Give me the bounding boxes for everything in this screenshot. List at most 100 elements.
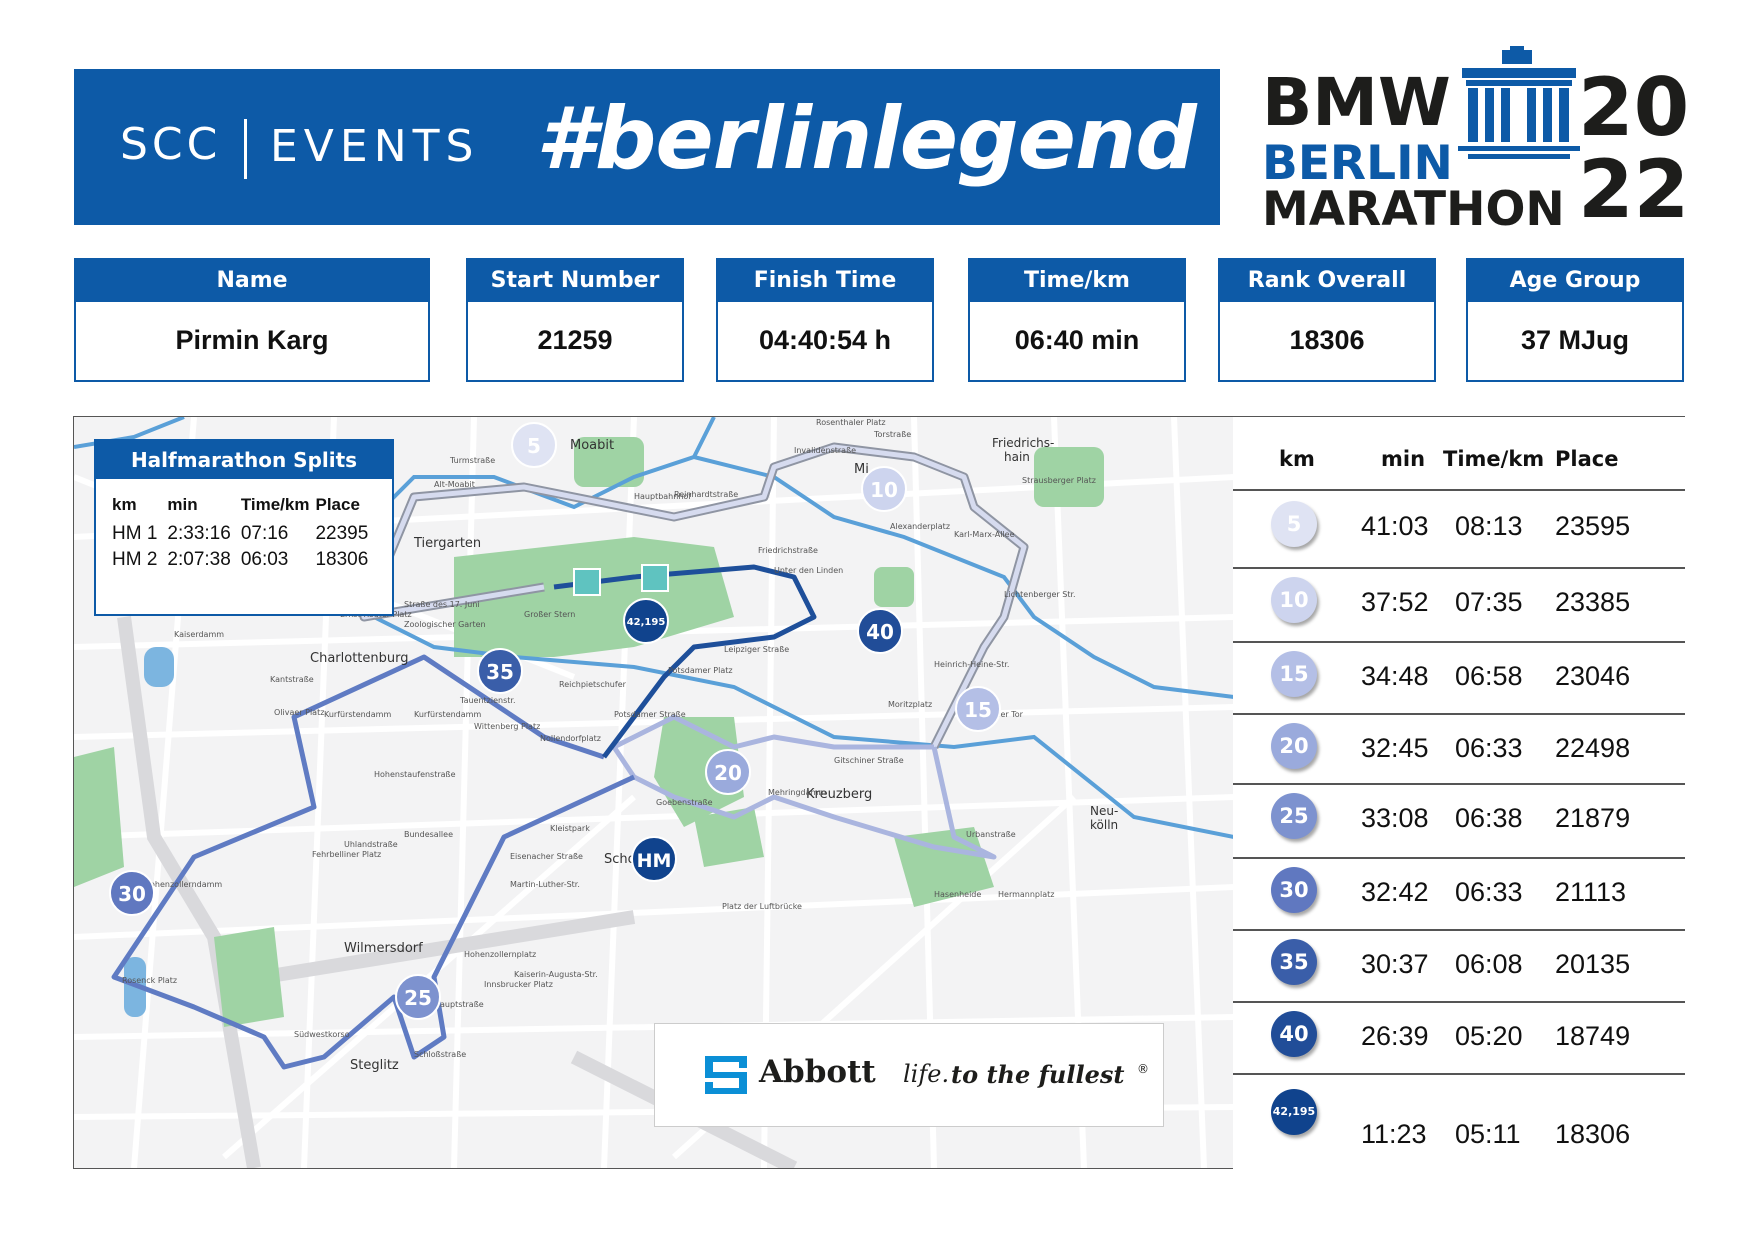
street-label: Wittenberg Platz bbox=[474, 722, 540, 731]
start-icon bbox=[573, 568, 601, 596]
street-label: Eisenacher Straße bbox=[510, 852, 583, 861]
table-row: 10 37:52 07:35 23385 bbox=[1233, 567, 1685, 643]
sponsor-banner: Abbott life. to the fullest ® bbox=[654, 1023, 1164, 1127]
splits-header: km min Time/km Place bbox=[1233, 417, 1685, 491]
street-label: Goebenstraße bbox=[656, 798, 713, 807]
street-label: Moritzplatz bbox=[888, 700, 932, 709]
pace-label: Time/km bbox=[970, 260, 1184, 302]
street-label: Torstraße bbox=[873, 430, 911, 439]
km-markers: 5 10 15 20 25 30 35 40 42,195 HM bbox=[109, 422, 1001, 1020]
split-place: 21879 bbox=[1555, 803, 1631, 833]
rank-overall-label: Rank Overall bbox=[1220, 260, 1434, 302]
label-kreuzberg: Kreuzberg bbox=[806, 787, 872, 802]
marker-10: 10 bbox=[861, 466, 907, 512]
hm-km: HM 2 bbox=[112, 549, 158, 570]
street-label: Lichtenberger Str. bbox=[1004, 590, 1076, 599]
split-pace: 06:33 bbox=[1455, 877, 1523, 907]
street-label: Südwestkorso bbox=[294, 1030, 350, 1039]
label-mitte: Mi bbox=[854, 462, 869, 477]
splits-col-km: km bbox=[1279, 447, 1315, 471]
marker-40-label: 40 bbox=[866, 620, 894, 644]
street-label: Tauentzienstr. bbox=[459, 696, 515, 705]
table-row: HM 1 2:33:16 07:16 22395 bbox=[112, 521, 378, 547]
logo-year-bottom: 22 bbox=[1578, 143, 1690, 236]
split-pace: 07:35 bbox=[1455, 587, 1523, 617]
marker-5-label: 5 bbox=[527, 434, 541, 458]
hm-col-km: km bbox=[112, 495, 137, 514]
table-row: 20 32:45 06:33 22498 bbox=[1233, 713, 1685, 785]
route-north bbox=[361, 444, 1027, 749]
split-min: 37:52 bbox=[1361, 587, 1429, 617]
hm-place: 22395 bbox=[315, 523, 369, 544]
pace-value: 06:40 min bbox=[1014, 325, 1140, 355]
logo-divider bbox=[244, 119, 247, 179]
split-km-badge: 30 bbox=[1271, 867, 1317, 913]
finish-time-box: Finish Time 04:40:54 h bbox=[716, 258, 934, 382]
halfmarathon-table: km min Time/km Place HM 1 2:33:16 07:16 … bbox=[112, 491, 378, 573]
street-label: Kurfürstendamm bbox=[324, 710, 391, 719]
map-labels: Moabit Tiergarten Charlottenburg Wilmers… bbox=[310, 436, 1118, 1073]
table-row: 30 32:42 06:33 21113 bbox=[1233, 857, 1685, 931]
street-label: Hauptstraße bbox=[434, 1000, 484, 1009]
label-moabit: Moabit bbox=[570, 438, 614, 453]
table-row: 5 41:03 08:13 23595 bbox=[1233, 491, 1685, 569]
street-label: Kaiserin-Augusta-Str. bbox=[514, 970, 598, 979]
events-logo-text: EVENTS bbox=[270, 121, 480, 172]
start-number-value: 21259 bbox=[537, 325, 613, 355]
age-group-value: 37 MJug bbox=[1520, 325, 1630, 355]
street-label: Rosenthaler Platz bbox=[816, 418, 886, 427]
hm-col-pace: Time/km bbox=[240, 495, 310, 514]
label-neukoelln-1: Neu- bbox=[1090, 804, 1118, 818]
split-km-badge: 10 bbox=[1271, 577, 1317, 623]
table-row: 35 30:37 06:08 20135 bbox=[1233, 929, 1685, 1003]
street-label: Urbanstraße bbox=[966, 830, 1016, 839]
split-min: 26:39 bbox=[1361, 1021, 1429, 1051]
hm-col-place: Place bbox=[315, 495, 360, 514]
split-min: 34:48 bbox=[1361, 661, 1429, 691]
street-label: Hasenheide bbox=[934, 890, 981, 899]
marker-10-label: 10 bbox=[870, 478, 898, 502]
table-row: 40 26:39 05:20 18749 bbox=[1233, 1001, 1685, 1075]
split-min: 11:23 bbox=[1361, 1119, 1427, 1149]
street-label: Hermannplatz bbox=[998, 890, 1054, 899]
street-label: Turmstraße bbox=[449, 456, 495, 465]
split-place: 23595 bbox=[1555, 511, 1631, 541]
table-row: 15 34:48 06:58 23046 bbox=[1233, 641, 1685, 715]
start-number-label: Start Number bbox=[468, 260, 682, 302]
street-label: Bundesallee bbox=[404, 830, 453, 839]
splits-table: km min Time/km Place 5 41:03 08:13 23595 10 3… bbox=[1233, 417, 1685, 1169]
finish-time-label: Finish Time bbox=[718, 260, 932, 302]
street-label: Kantstraße bbox=[270, 675, 314, 684]
split-place: 23385 bbox=[1555, 587, 1631, 617]
street-label: Martin-Luther-Str. bbox=[510, 880, 580, 889]
split-min: 30:37 bbox=[1361, 949, 1429, 979]
split-min: 32:45 bbox=[1361, 733, 1429, 763]
street-label: Unter den Linden bbox=[774, 566, 843, 575]
logo-marathon: MARATHON bbox=[1262, 182, 1565, 237]
route-west bbox=[111, 654, 636, 1070]
street-label: Nollendorfplatz bbox=[540, 734, 601, 743]
street-label: Invalidenstraße bbox=[794, 446, 856, 455]
halfmarathon-title: Halfmarathon Splits bbox=[96, 441, 392, 479]
hm-min: 2:33:16 bbox=[167, 523, 231, 544]
sponsor-name: Abbott bbox=[759, 1054, 876, 1090]
marker-40: 40 bbox=[857, 608, 903, 654]
marker-20-label: 20 bbox=[714, 761, 742, 785]
street-label: Gitschiner Straße bbox=[834, 756, 904, 765]
street-label: Hauptbahnhof bbox=[634, 492, 691, 501]
street-label: Kaiserdamm bbox=[174, 630, 224, 639]
pace-box: Time/km 06:40 min bbox=[968, 258, 1186, 382]
route-map: Moabit Tiergarten Charlottenburg Wilmers… bbox=[73, 416, 1685, 1169]
sponsor-tagline-1: life. bbox=[903, 1060, 950, 1088]
street-label: Alt-Moabit bbox=[434, 480, 475, 489]
marker-finish-label: 42,195 bbox=[627, 617, 666, 628]
split-km-badge: 15 bbox=[1271, 651, 1317, 697]
street-label: Straße des 17. Juni bbox=[404, 600, 480, 609]
street-label: Friedrichstraße bbox=[758, 546, 818, 555]
halfmarathon-splits-box: Halfmarathon Splits km min Time/km Place… bbox=[94, 439, 394, 616]
hm-place: 18306 bbox=[315, 549, 369, 570]
street-label: Uhlandstraße bbox=[344, 840, 398, 849]
route-east bbox=[611, 714, 997, 860]
street-label: Olivaer Platz bbox=[274, 708, 324, 717]
brandenburg-gate-icon bbox=[1458, 46, 1580, 159]
